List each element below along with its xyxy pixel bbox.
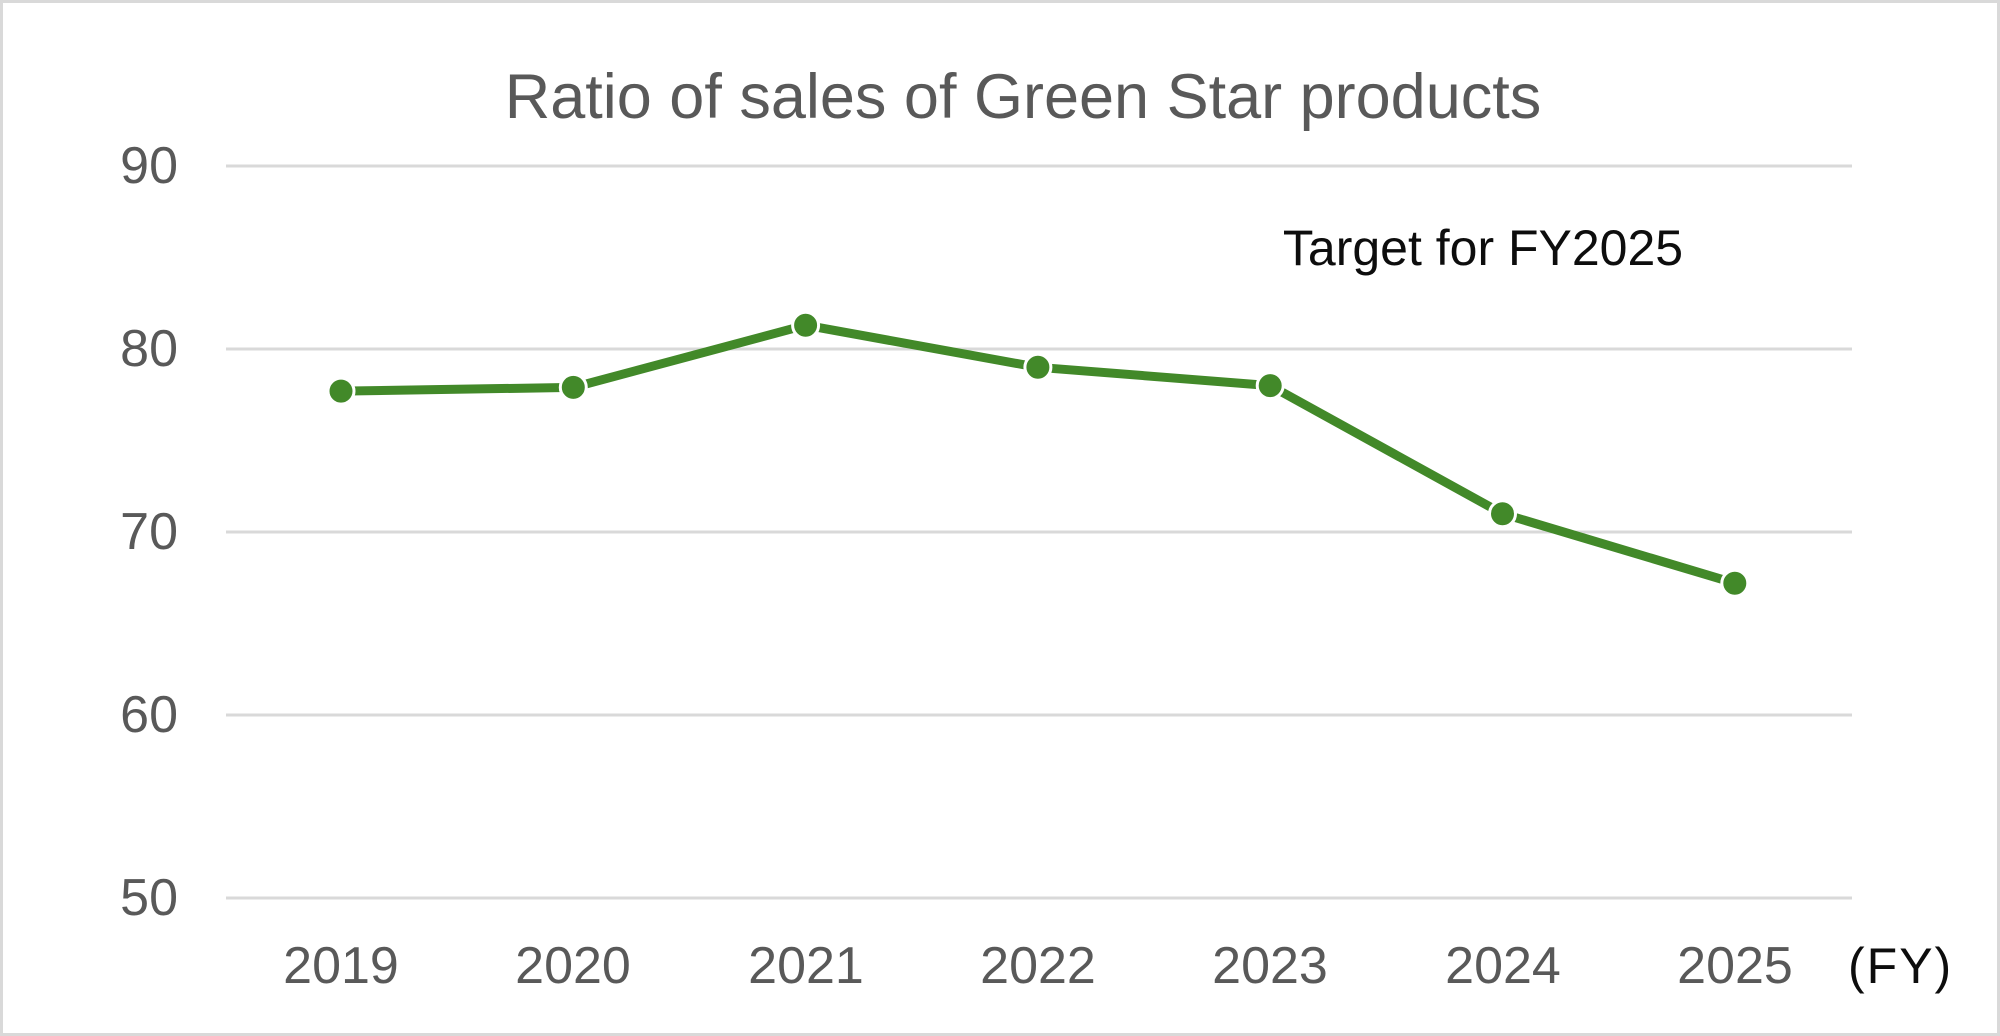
data-point-2025 xyxy=(1720,568,1750,598)
data-point-2021 xyxy=(791,310,821,340)
x-axis-tick-label-2023: 2023 xyxy=(1212,937,1328,995)
y-axis-tick-label-70: 70 xyxy=(120,503,178,561)
line-chart-plot xyxy=(226,164,1852,900)
x-axis-tick-label-2021: 2021 xyxy=(748,937,864,995)
y-axis-tick-label-60: 60 xyxy=(120,686,178,744)
x-axis-tick-label-2025: 2025 xyxy=(1677,937,1793,995)
y-axis-tick-label-90: 90 xyxy=(120,137,178,195)
y-axis-tick-label-50: 50 xyxy=(120,869,178,927)
target-annotation: Target for FY2025 xyxy=(1282,220,1684,276)
x-axis-tick-label-2022: 2022 xyxy=(980,937,1096,995)
y-axis-tick-label-80: 80 xyxy=(120,320,178,378)
data-point-2020 xyxy=(558,372,588,402)
x-axis-tick-label-2024: 2024 xyxy=(1445,937,1561,995)
data-point-2019 xyxy=(326,376,356,406)
x-axis-tick-label-2019: 2019 xyxy=(283,937,399,995)
x-axis-unit-label: (FY) xyxy=(1848,938,1954,994)
data-point-2023 xyxy=(1255,371,1285,401)
data-point-2024 xyxy=(1488,499,1517,529)
chart-title: Ratio of sales of Green Star products xyxy=(504,62,1542,132)
x-axis-tick-label-2020: 2020 xyxy=(515,937,631,995)
data-point-2022 xyxy=(1023,352,1053,382)
